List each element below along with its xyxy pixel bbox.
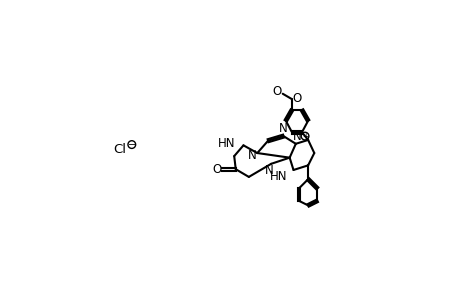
Text: O: O	[292, 92, 301, 105]
Text: HN: HN	[218, 137, 235, 150]
Text: N: N	[292, 130, 301, 142]
Text: O: O	[271, 85, 280, 98]
Text: N: N	[265, 164, 274, 177]
Text: HN: HN	[269, 170, 287, 183]
Text: O: O	[212, 163, 221, 176]
Text: +: +	[301, 132, 308, 141]
Text: −: −	[128, 140, 135, 150]
Text: N: N	[248, 149, 257, 162]
Text: N: N	[279, 122, 287, 135]
Text: Cl: Cl	[113, 143, 127, 157]
